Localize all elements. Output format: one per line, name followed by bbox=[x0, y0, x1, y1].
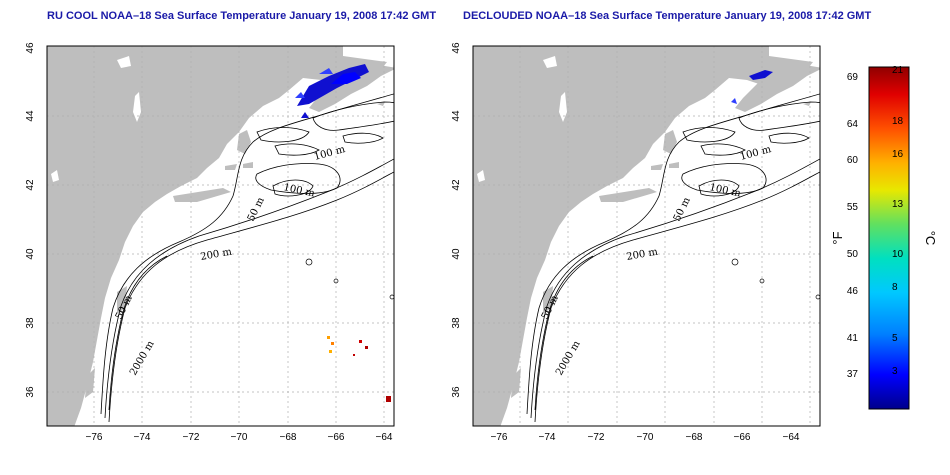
svg-text:38: 38 bbox=[25, 317, 36, 329]
svg-text:40: 40 bbox=[25, 248, 36, 260]
sst-warm-pixels bbox=[327, 336, 391, 402]
svg-text:10: 10 bbox=[892, 249, 904, 260]
svg-text:−76: −76 bbox=[86, 432, 103, 443]
svg-text:−66: −66 bbox=[328, 432, 345, 443]
svg-text:−74: −74 bbox=[539, 432, 556, 443]
svg-text:40: 40 bbox=[451, 248, 462, 260]
x-axis: −76 −74 −72 −70 −68 −66 −64 bbox=[491, 432, 800, 443]
map-frame bbox=[46, 45, 395, 427]
svg-text:−70: −70 bbox=[231, 432, 248, 443]
svg-text:37: 37 bbox=[847, 369, 859, 380]
svg-text:−72: −72 bbox=[588, 432, 605, 443]
right-map-panel: 100 m 100 m 50 m 200 m 50 m 2000 m −76 −… bbox=[451, 42, 821, 443]
svg-text:16: 16 bbox=[892, 149, 904, 160]
left-map-panel: 100 m 100 m 50 m 200 m 50 m 2000 m −76 −… bbox=[25, 42, 395, 443]
svg-text:−64: −64 bbox=[376, 432, 393, 443]
svg-text:21: 21 bbox=[892, 65, 904, 76]
y-axis: 36 38 40 42 44 46 bbox=[451, 42, 462, 398]
svg-text:−70: −70 bbox=[637, 432, 654, 443]
map-frame bbox=[472, 45, 821, 427]
svg-text:36: 36 bbox=[451, 386, 462, 398]
svg-text:69: 69 bbox=[847, 72, 859, 83]
svg-text:60: 60 bbox=[847, 155, 859, 166]
svg-text:−66: −66 bbox=[734, 432, 751, 443]
svg-text:5: 5 bbox=[892, 333, 898, 344]
svg-text:42: 42 bbox=[451, 179, 462, 191]
svg-text:38: 38 bbox=[451, 317, 462, 329]
fahrenheit-ticks: 37 41 46 50 55 60 64 69 bbox=[847, 72, 859, 380]
right-panel-title: DECLOUDED NOAA–18 Sea Surface Temperatur… bbox=[463, 10, 872, 22]
svg-text:42: 42 bbox=[25, 179, 36, 191]
colorbar-gradient bbox=[868, 66, 910, 410]
svg-text:−76: −76 bbox=[491, 432, 508, 443]
sst-blue-pixels bbox=[731, 70, 773, 104]
svg-text:46: 46 bbox=[25, 42, 36, 54]
svg-text:44: 44 bbox=[25, 110, 36, 122]
svg-text:8: 8 bbox=[892, 282, 898, 293]
svg-text:13: 13 bbox=[892, 199, 904, 210]
svg-text:55: 55 bbox=[847, 202, 859, 213]
svg-text:46: 46 bbox=[847, 286, 859, 297]
fahrenheit-unit-label: °F bbox=[830, 231, 845, 244]
svg-text:−64: −64 bbox=[783, 432, 800, 443]
svg-text:64: 64 bbox=[847, 119, 859, 130]
svg-text:50: 50 bbox=[847, 249, 859, 260]
temperature-colorbar: 37 41 46 50 55 60 64 69 3 5 8 10 13 16 1… bbox=[830, 65, 938, 410]
svg-text:36: 36 bbox=[25, 386, 36, 398]
y-axis: 36 38 40 42 44 46 bbox=[25, 42, 36, 398]
svg-text:3: 3 bbox=[892, 366, 898, 377]
left-panel-title: RU COOL NOAA–18 Sea Surface Temperature … bbox=[47, 10, 437, 22]
svg-text:46: 46 bbox=[451, 42, 462, 54]
sst-blue-pixels bbox=[295, 64, 369, 118]
svg-text:−74: −74 bbox=[134, 432, 151, 443]
svg-text:−72: −72 bbox=[183, 432, 200, 443]
svg-text:−68: −68 bbox=[686, 432, 703, 443]
svg-text:41: 41 bbox=[847, 333, 859, 344]
svg-text:−68: −68 bbox=[280, 432, 297, 443]
x-axis: −76 −74 −72 −70 −68 −66 −64 bbox=[86, 432, 393, 443]
celsius-ticks: 3 5 8 10 13 16 18 21 bbox=[892, 65, 904, 377]
svg-text:18: 18 bbox=[892, 116, 904, 127]
svg-text:44: 44 bbox=[451, 110, 462, 122]
celsius-unit-label: °C bbox=[923, 231, 938, 246]
